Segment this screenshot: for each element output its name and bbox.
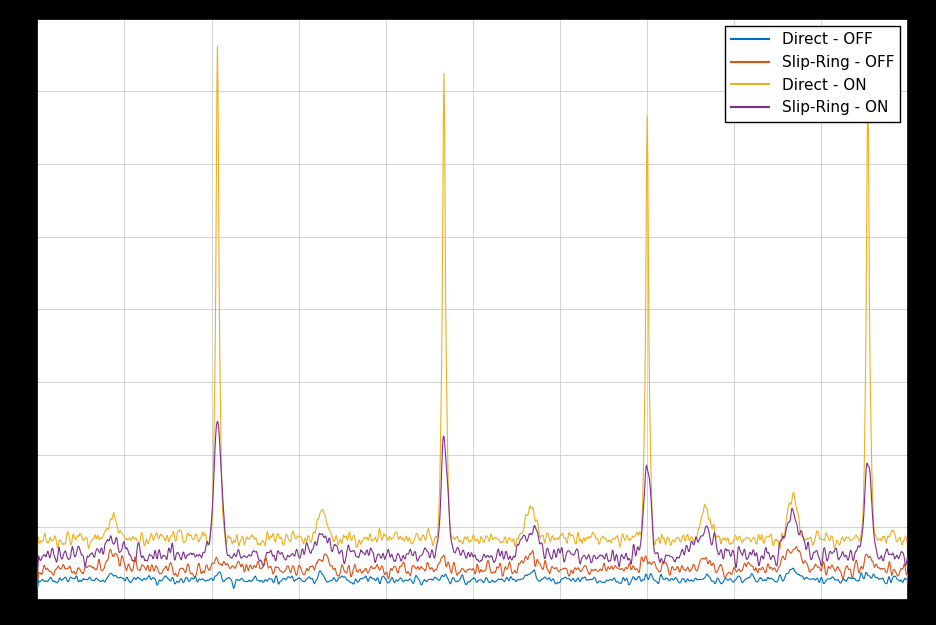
Line: Slip-Ring - ON: Slip-Ring - ON (37, 421, 908, 578)
Slip-Ring - ON (435, 486, 446, 493)
Slip-Ring - OFF (902, 576, 914, 583)
Direct - ON (32, 552, 43, 559)
Slip-Ring - ON (419, 544, 431, 552)
Slip-Ring - ON (402, 550, 413, 558)
Slip-Ring - OFF (419, 567, 431, 574)
Slip-Ring - ON (528, 526, 539, 533)
Slip-Ring - OFF (402, 569, 413, 577)
Direct - OFF (419, 576, 431, 583)
Slip-Ring - OFF (99, 562, 110, 569)
Line: Direct - OFF: Direct - OFF (37, 568, 908, 589)
Direct - OFF (435, 574, 446, 582)
Line: Slip-Ring - OFF: Slip-Ring - OFF (37, 546, 908, 586)
Direct - OFF (32, 586, 43, 593)
Direct - ON (99, 528, 110, 536)
Slip-Ring - ON (99, 541, 110, 549)
Line: Direct - ON: Direct - ON (37, 46, 908, 564)
Direct - ON (212, 42, 223, 49)
Legend: Direct - OFF, Slip-Ring - OFF, Direct - ON, Slip-Ring - ON: Direct - OFF, Slip-Ring - OFF, Direct - … (725, 26, 900, 121)
Slip-Ring - OFF (527, 547, 538, 554)
Direct - OFF (787, 564, 798, 572)
Direct - OFF (527, 568, 538, 576)
Direct - ON (402, 536, 413, 543)
Direct - ON (528, 506, 539, 514)
Slip-Ring - ON (902, 562, 914, 570)
Direct - OFF (902, 581, 914, 588)
Direct - ON (419, 536, 431, 544)
Slip-Ring - ON (32, 574, 43, 581)
Slip-Ring - OFF (435, 557, 446, 564)
Direct - ON (902, 560, 914, 568)
Direct - OFF (99, 578, 110, 586)
Direct - ON (135, 536, 146, 544)
Slip-Ring - ON (212, 418, 223, 425)
Direct - OFF (402, 576, 413, 584)
Slip-Ring - OFF (135, 566, 146, 574)
Slip-Ring - OFF (32, 582, 43, 590)
Direct - ON (435, 402, 446, 410)
Slip-Ring - ON (135, 547, 146, 554)
Direct - OFF (135, 575, 146, 582)
Slip-Ring - OFF (791, 542, 802, 550)
